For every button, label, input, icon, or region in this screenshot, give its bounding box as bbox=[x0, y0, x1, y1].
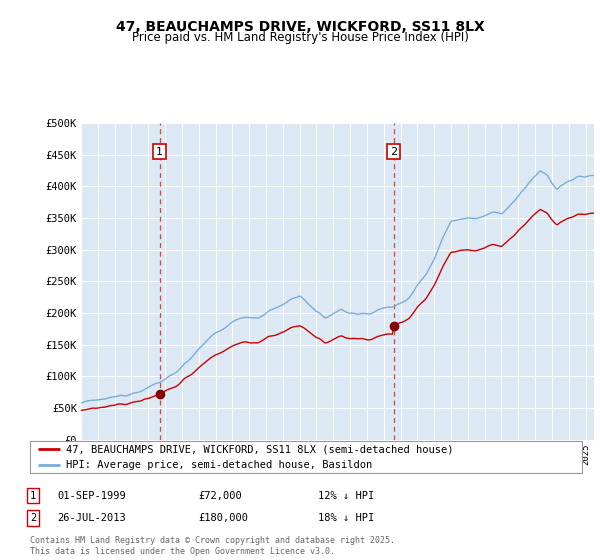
Text: HPI: Average price, semi-detached house, Basildon: HPI: Average price, semi-detached house,… bbox=[66, 460, 372, 470]
Text: £180,000: £180,000 bbox=[198, 513, 248, 523]
Text: 1: 1 bbox=[156, 147, 163, 157]
Text: Contains HM Land Registry data © Crown copyright and database right 2025.
This d: Contains HM Land Registry data © Crown c… bbox=[30, 536, 395, 556]
Text: £72,000: £72,000 bbox=[198, 491, 242, 501]
Text: 2: 2 bbox=[390, 147, 397, 157]
Text: 2: 2 bbox=[30, 513, 36, 523]
Text: 1: 1 bbox=[30, 491, 36, 501]
FancyBboxPatch shape bbox=[30, 441, 582, 473]
Text: 12% ↓ HPI: 12% ↓ HPI bbox=[318, 491, 374, 501]
Text: 01-SEP-1999: 01-SEP-1999 bbox=[57, 491, 126, 501]
Text: 47, BEAUCHAMPS DRIVE, WICKFORD, SS11 8LX: 47, BEAUCHAMPS DRIVE, WICKFORD, SS11 8LX bbox=[116, 20, 484, 34]
Text: 26-JUL-2013: 26-JUL-2013 bbox=[57, 513, 126, 523]
Text: Price paid vs. HM Land Registry's House Price Index (HPI): Price paid vs. HM Land Registry's House … bbox=[131, 31, 469, 44]
Text: 47, BEAUCHAMPS DRIVE, WICKFORD, SS11 8LX (semi-detached house): 47, BEAUCHAMPS DRIVE, WICKFORD, SS11 8LX… bbox=[66, 444, 454, 454]
Text: 18% ↓ HPI: 18% ↓ HPI bbox=[318, 513, 374, 523]
